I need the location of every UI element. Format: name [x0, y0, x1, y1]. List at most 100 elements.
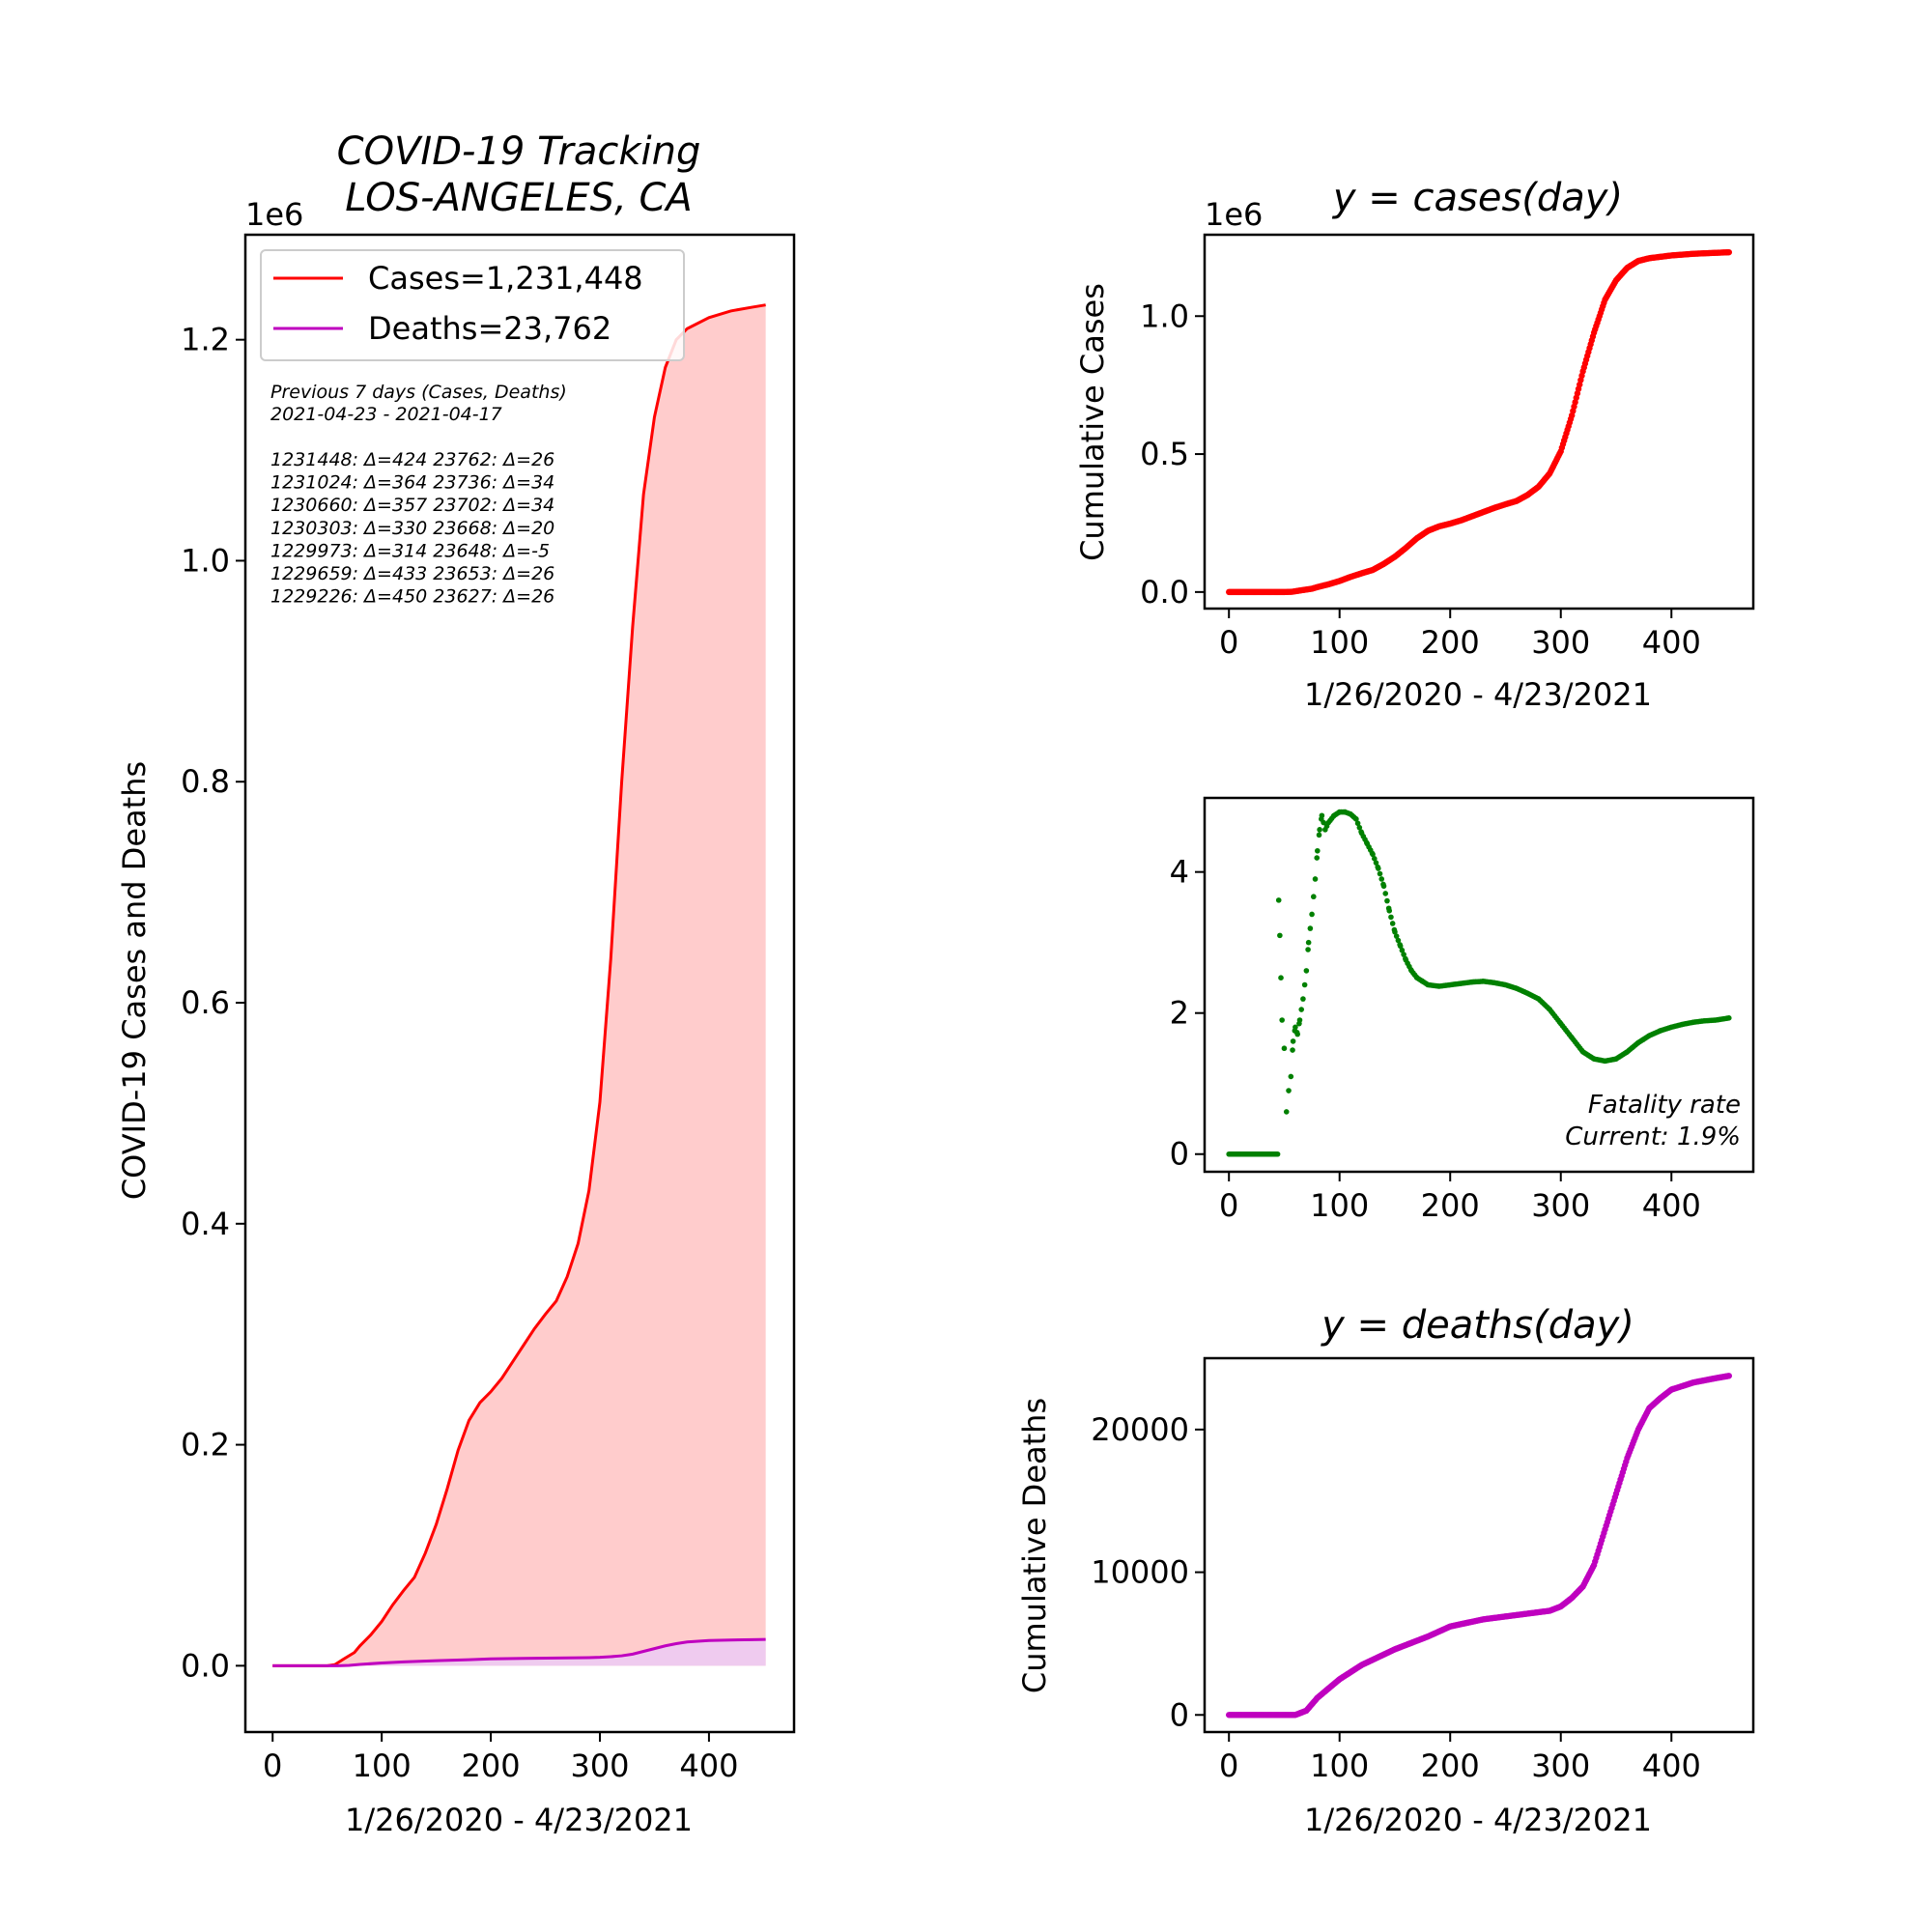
x-tick-label: 300	[1531, 624, 1590, 661]
fatality-point	[1371, 855, 1378, 862]
fatality-point	[1278, 975, 1284, 980]
cases-y-ticks: 0.0 0.5 1.0	[1140, 298, 1205, 611]
x-tick-label: 400	[1642, 1747, 1701, 1784]
fatality-point	[1298, 1007, 1305, 1012]
cases-x-axis-label: 1/26/2020 - 4/23/2021	[1304, 676, 1652, 713]
fatality-point	[1319, 812, 1325, 819]
fatality-point	[1392, 928, 1398, 935]
fatality-point	[1373, 860, 1379, 866]
fatality-point	[1288, 1073, 1294, 1080]
main-y-ticks: 0.0 0.2 0.4 0.6 0.8 1.0 1.2	[181, 322, 245, 1684]
fatality-point	[1310, 894, 1317, 900]
fatality-point	[1286, 1088, 1292, 1094]
x-tick-label: 100	[353, 1747, 412, 1784]
fatality-point	[1386, 908, 1393, 914]
cases-chart: y = cases(day) 1e6 0 100 200 300 400 0.0 0.5 1…	[1074, 176, 1755, 713]
x-tick-label: 400	[679, 1747, 738, 1784]
fatality-chart: 0 100 200 300 400 0 2 4 Fatality rate Current:…	[1170, 796, 1755, 1224]
summary-line: 1231448: Δ=424 23762: Δ=26	[270, 449, 554, 470]
fatality-y-ticks: 0 2 4	[1170, 854, 1205, 1173]
fatality-point	[1293, 1024, 1298, 1031]
deaths-x-axis-label: 1/26/2020 - 4/23/2021	[1304, 1802, 1652, 1838]
x-tick-label: 300	[570, 1747, 629, 1784]
fatality-plot-area	[1226, 809, 1732, 1157]
deaths-title: y = deaths(day)	[1321, 1303, 1634, 1348]
fatality-point	[1307, 925, 1314, 931]
deaths-x-ticks: 0 100 200 300 400	[1219, 1732, 1701, 1784]
y-tick-label: 1.2	[181, 322, 230, 358]
fatality-x-ticks: 0 100 200 300 400	[1219, 1172, 1701, 1224]
deaths-line	[272, 1637, 766, 1667]
fatality-point	[1378, 876, 1385, 882]
summary-line: 1230303: Δ=330 23668: Δ=20	[270, 518, 554, 539]
fatality-point	[1370, 851, 1376, 858]
deaths-point	[1725, 1373, 1733, 1379]
main-chart: COVID-19 Tracking LOS-ANGELES, CA 1e6 0 1…	[116, 129, 796, 1838]
fatality-point	[1377, 870, 1383, 877]
summary-line: 1229226: Δ=450 23627: Δ=26	[270, 586, 554, 608]
fatality-axes-frame	[1203, 796, 1755, 1174]
legend-cases-label: Cases=1,231,448	[368, 260, 643, 297]
fatality-point	[1303, 968, 1310, 974]
y-tick-label: 10000	[1091, 1554, 1189, 1591]
fatality-annotation-line-2: Current: 1.9%	[1565, 1122, 1741, 1151]
fatality-point	[1275, 897, 1282, 903]
summary-line: 1229973: Δ=314 23648: Δ=-5	[270, 540, 550, 561]
fatality-point	[1283, 1109, 1290, 1115]
fatality-point	[1380, 883, 1387, 890]
fatality-point	[1321, 819, 1326, 826]
y-tick-label: 0.0	[181, 1647, 230, 1684]
summary-line: 1229659: Δ=433 23653: Δ=26	[270, 563, 554, 584]
main-plot-area	[272, 303, 766, 1667]
fatality-point	[1317, 827, 1322, 833]
summary-line: 1231024: Δ=364 23736: Δ=34	[270, 472, 554, 494]
x-tick-label: 0	[1219, 624, 1238, 661]
fatality-point	[1300, 996, 1306, 1002]
cases-point	[1725, 248, 1733, 256]
fatality-point	[1277, 932, 1283, 939]
x-tick-label: 0	[1219, 1187, 1238, 1224]
main-legend: Cases=1,231,448 Deaths=23,762	[260, 249, 685, 361]
x-tick-label: 200	[1421, 1747, 1480, 1784]
y-tick-label: 0.5	[1140, 436, 1189, 472]
y-tick-label: 1.0	[1140, 298, 1189, 334]
y-tick-label: 4	[1170, 854, 1189, 891]
fatality-point	[1393, 933, 1400, 939]
legend-box	[260, 249, 685, 361]
fatality-point	[1305, 947, 1311, 952]
deaths-area	[272, 1639, 766, 1666]
deaths-y-axis-label: Cumulative Deaths	[1016, 1398, 1053, 1693]
fatality-point	[1399, 947, 1406, 953]
fatality-point	[1274, 1151, 1281, 1157]
y-tick-label: 0.6	[181, 984, 230, 1021]
fatality-point	[1726, 1015, 1732, 1021]
main-y-axis-label: COVID-19 Cases and Deaths	[116, 761, 153, 1200]
y-tick-label: 1.0	[181, 542, 230, 579]
fatality-point	[1281, 1045, 1288, 1052]
cases-offset-label: 1e6	[1205, 196, 1263, 233]
summary-annotation: Previous 7 days (Cases, Deaths) 2021-04-…	[270, 382, 567, 608]
x-tick-label: 400	[1642, 624, 1701, 661]
fatality-point	[1301, 981, 1308, 988]
deaths-axes-frame	[1203, 1356, 1755, 1734]
fatality-point	[1316, 832, 1322, 838]
x-tick-label: 100	[1310, 1187, 1369, 1224]
main-title-line-1: COVID-19 Tracking	[337, 129, 701, 174]
cases-area	[272, 304, 766, 1666]
x-tick-label: 200	[1421, 624, 1480, 661]
cases-axes-frame	[1203, 233, 1755, 611]
deaths-plot-area	[1225, 1373, 1733, 1719]
fatality-point	[1384, 897, 1390, 904]
fatality-annotation-line-1: Fatality rate	[1588, 1091, 1741, 1120]
fatality-point	[1353, 816, 1359, 822]
y-tick-label: 20000	[1091, 1411, 1189, 1448]
fatality-point	[1315, 847, 1321, 854]
fatality-point	[1312, 876, 1319, 882]
x-tick-label: 300	[1531, 1187, 1590, 1224]
fatality-point	[1294, 1031, 1300, 1037]
fatality-point	[1395, 937, 1402, 944]
x-tick-label: 0	[1219, 1747, 1238, 1784]
fatality-point	[1388, 914, 1394, 921]
cases-line	[272, 303, 766, 1667]
y-tick-label: 2	[1170, 995, 1189, 1032]
